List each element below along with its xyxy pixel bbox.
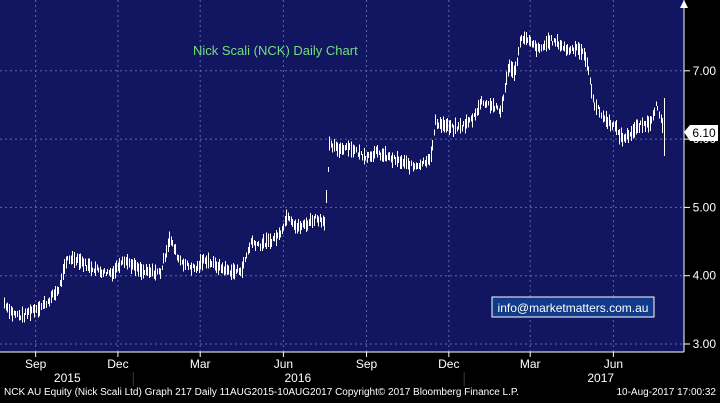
chart-title: Nick Scali (NCK) Daily Chart bbox=[193, 43, 358, 58]
plot-area bbox=[0, 0, 684, 352]
footer-bar: NCK AU Equity (Nick Scali Ltd) Graph 217… bbox=[4, 387, 716, 398]
x-tick-label: Dec bbox=[438, 357, 459, 371]
footer-timestamp: 10-Aug-2017 17:00:32 bbox=[616, 387, 716, 398]
watermark-text: info@marketmatters.com.au bbox=[498, 301, 649, 315]
y-tick-label: 7.00 bbox=[693, 64, 717, 78]
watermark-box: info@marketmatters.com.au bbox=[491, 296, 655, 318]
price-bars bbox=[4, 31, 665, 323]
y-tick-label: 3.00 bbox=[693, 337, 717, 351]
x-tick-label: Sep bbox=[25, 357, 47, 371]
last-price-marker: 6.10 bbox=[684, 125, 718, 141]
year-label: 2016 bbox=[284, 371, 311, 385]
last-price-label: 6.10 bbox=[692, 126, 716, 140]
year-labels: 2015 2016 2017 bbox=[54, 371, 614, 386]
y-tick-label: 5.00 bbox=[693, 200, 717, 214]
x-tick-label: Mar bbox=[520, 357, 541, 371]
y-tick-labels: 3.004.005.006.007.00 bbox=[684, 64, 716, 351]
y-tick-label: 4.00 bbox=[693, 269, 717, 283]
x-tick-label: Sep bbox=[356, 357, 378, 371]
x-tick-label: Dec bbox=[107, 357, 128, 371]
y-axis bbox=[680, 0, 688, 352]
x-tick-labels: Sep Dec Mar Jun Sep Dec Mar Jun bbox=[25, 352, 623, 371]
x-tick-label: Jun bbox=[604, 357, 623, 371]
year-label: 2015 bbox=[54, 371, 81, 385]
year-label: 2017 bbox=[587, 371, 614, 385]
axis-arrow-icon bbox=[680, 0, 688, 8]
grid bbox=[0, 0, 684, 352]
footer-info: NCK AU Equity (Nick Scali Ltd) Graph 217… bbox=[4, 387, 520, 398]
x-tick-label: Mar bbox=[190, 357, 211, 371]
x-tick-label: Jun bbox=[274, 357, 293, 371]
